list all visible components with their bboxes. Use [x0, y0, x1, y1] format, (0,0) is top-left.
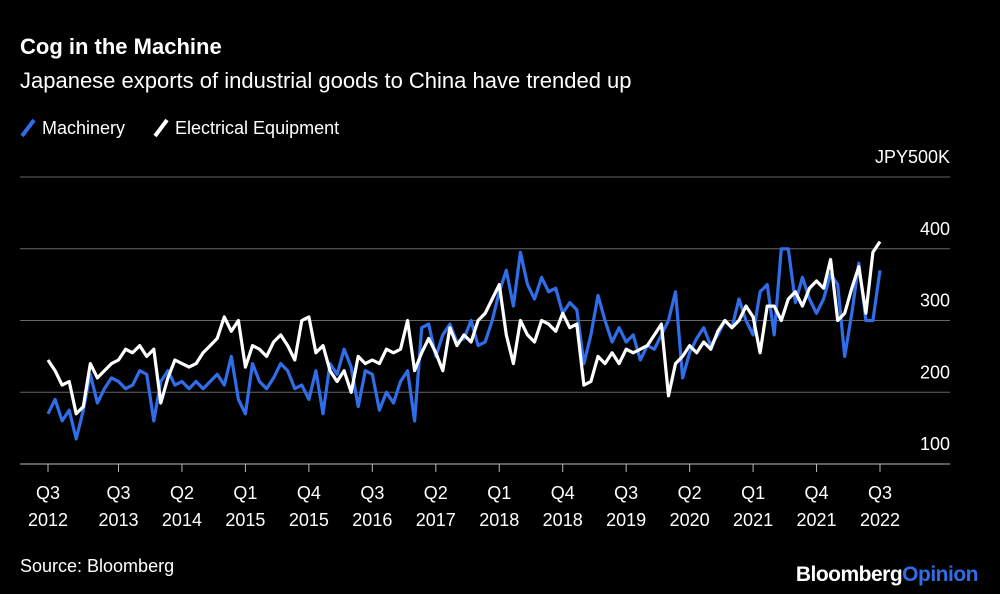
x-tick-label: Q4 2021	[796, 483, 837, 530]
x-tick-label: Q1 2015	[225, 483, 266, 530]
x-tick-label: Q3 2013	[98, 483, 139, 530]
x-tick-label: Q2 2020	[669, 483, 710, 530]
y-tick-label: 300	[920, 291, 950, 311]
legend-label: Machinery	[42, 118, 125, 138]
y-tick-label: JPY500K	[875, 147, 950, 167]
legend-swatch	[153, 118, 169, 138]
y-tick-label: 400	[920, 219, 950, 239]
logo-part: Opinion	[902, 563, 978, 586]
x-tick-label: Q3 2019	[606, 483, 647, 530]
series-line	[46, 240, 882, 416]
y-tick-label: 200	[920, 362, 950, 382]
x-tick-label: Q3 2022	[859, 483, 901, 530]
series-line	[46, 247, 882, 441]
x-tick-label: Q2 2017	[415, 483, 456, 530]
x-tick-label: Q1 2018	[479, 483, 520, 530]
chart-title: Cog in the Machine	[20, 34, 222, 59]
x-tick-label: Q4 2015	[288, 483, 329, 530]
logo: BloombergOpinion	[796, 563, 978, 586]
legend-swatch	[20, 118, 36, 138]
y-tick-label: 100	[920, 434, 950, 454]
x-tick-label: Q3 2016	[352, 483, 393, 530]
x-tick-label: Q3 2012	[27, 483, 69, 530]
x-tick-label: Q1 2021	[733, 483, 774, 530]
x-tick-label: Q2 2014	[161, 483, 202, 530]
logo-part: Bloomberg	[796, 563, 902, 586]
source: Source: Bloomberg	[20, 556, 174, 576]
chart-subtitle: Japanese exports of industrial goods to …	[20, 68, 632, 93]
x-tick-label: Q4 2018	[542, 483, 583, 530]
legend-label: Electrical Equipment	[175, 118, 339, 138]
